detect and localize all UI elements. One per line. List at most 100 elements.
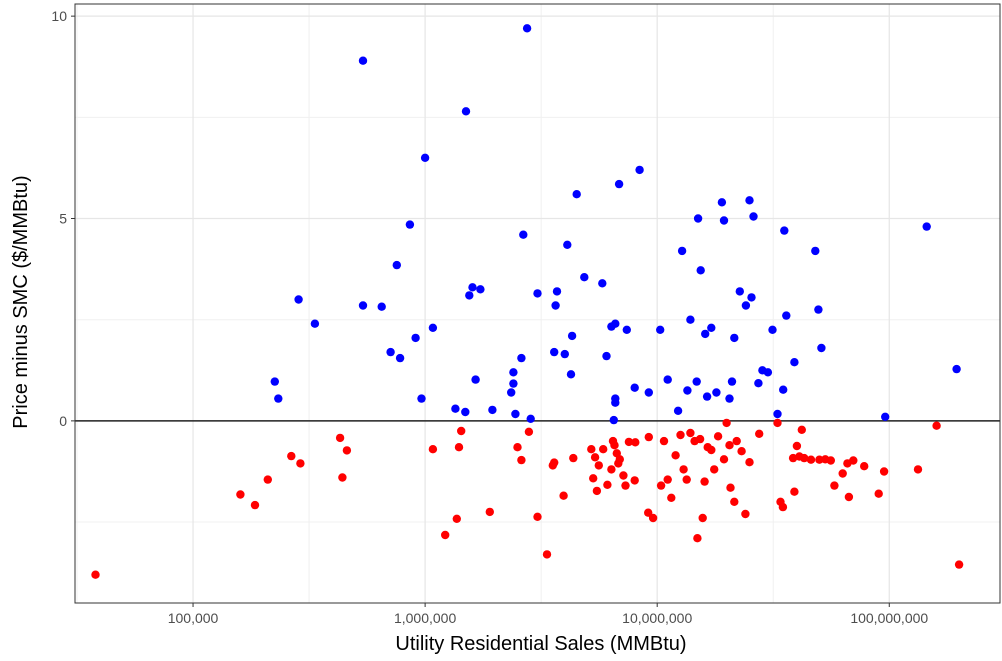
data-point [849, 456, 858, 465]
data-point [526, 414, 535, 423]
data-point [451, 404, 460, 413]
data-point [790, 358, 799, 367]
data-point [522, 24, 532, 33]
data-point [741, 301, 751, 310]
data-point [488, 405, 497, 415]
data-point [797, 425, 806, 434]
data-point [342, 446, 352, 455]
data-point [782, 311, 791, 320]
data-point [879, 467, 889, 476]
data-point [814, 305, 823, 314]
data-point [603, 480, 612, 489]
data-point [461, 407, 470, 417]
data-point [755, 429, 764, 438]
data-point [712, 388, 721, 397]
data-point [457, 426, 466, 436]
data-point [826, 456, 835, 465]
data-point [682, 475, 691, 484]
data-point [844, 492, 854, 502]
data-point [780, 226, 789, 235]
data-point [552, 287, 562, 296]
data-point [599, 445, 608, 454]
data-point [725, 394, 734, 403]
data-point [874, 489, 883, 498]
x-tick-label: 100,000 [168, 610, 219, 626]
data-point [513, 443, 522, 452]
data-point [659, 436, 669, 446]
data-point [707, 445, 716, 455]
data-point [511, 409, 520, 419]
y-axis-ticks: 0 5 10 [51, 8, 75, 429]
data-point [559, 491, 568, 500]
data-point [683, 386, 692, 395]
data-point [860, 462, 869, 471]
data-point [790, 487, 799, 496]
data-point [310, 319, 320, 328]
data-point [800, 453, 809, 463]
x-tick-label: 100,000,000 [850, 610, 928, 626]
data-point [732, 436, 741, 446]
data-point [471, 375, 480, 384]
data-point [817, 343, 826, 353]
data-point [922, 222, 931, 231]
x-axis-title: Utility Residential Sales (MMBtu) [395, 633, 686, 655]
data-point [667, 493, 676, 502]
data-point [405, 220, 415, 229]
data-point [717, 198, 727, 207]
data-point [635, 165, 644, 175]
data-point [485, 507, 494, 517]
data-point [619, 471, 628, 480]
x-axis-ticks: 100,000 1,000,000 10,000,000 100,000,000 [168, 603, 928, 626]
data-point [587, 445, 596, 454]
data-point [954, 560, 964, 569]
data-point [621, 481, 630, 490]
plot-panel-border [74, 3, 1001, 604]
data-point [656, 481, 666, 490]
data-point [507, 388, 516, 397]
data-point [602, 351, 611, 361]
data-point [727, 377, 737, 386]
data-point [392, 260, 401, 270]
data-point [737, 447, 746, 456]
data-point [551, 301, 560, 310]
data-point [747, 293, 756, 302]
data-point [566, 370, 576, 379]
data-point [648, 513, 658, 523]
data-point [377, 302, 386, 311]
data-point [452, 514, 461, 523]
data-point [592, 486, 602, 496]
data-point [542, 550, 552, 559]
data-point [671, 451, 680, 460]
data-point [611, 319, 620, 328]
data-point [677, 246, 687, 256]
data-point [693, 534, 702, 543]
data-point [395, 353, 405, 363]
data-point [550, 347, 559, 357]
data-point [745, 458, 754, 467]
data-point [773, 418, 782, 428]
data-point [725, 441, 734, 450]
data-point [768, 325, 777, 334]
data-point [611, 394, 620, 403]
data-point [644, 388, 653, 397]
data-point [811, 246, 820, 256]
data-point [461, 107, 471, 116]
data-point [719, 216, 729, 225]
data-point [610, 441, 619, 450]
data-point [788, 453, 798, 463]
data-point [726, 483, 735, 492]
data-point [778, 502, 788, 512]
data-point [830, 481, 839, 490]
data-point [701, 329, 710, 339]
data-points [91, 24, 964, 579]
data-point [838, 469, 847, 478]
data-point [296, 459, 305, 468]
data-point [693, 214, 703, 223]
data-point [692, 377, 701, 386]
data-point [631, 438, 640, 447]
data-point [533, 289, 542, 298]
data-point [274, 394, 283, 403]
data-point [607, 465, 616, 474]
